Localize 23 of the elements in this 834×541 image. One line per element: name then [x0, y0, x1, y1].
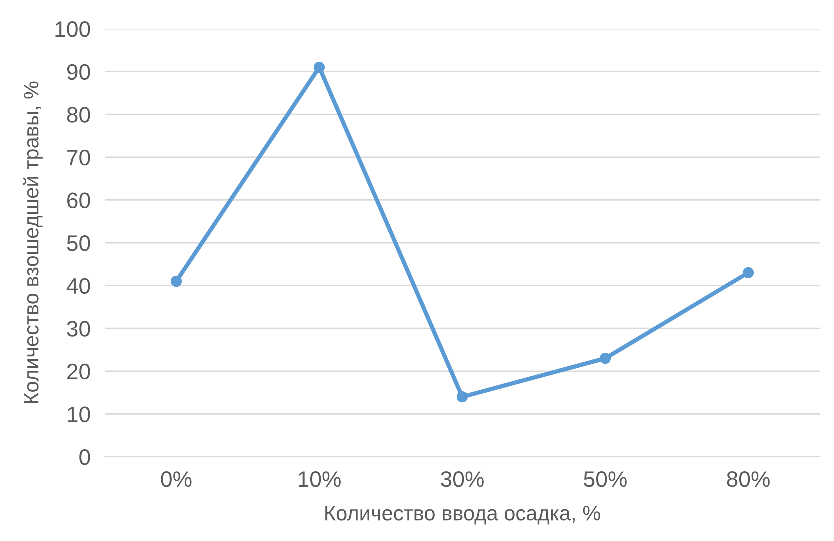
y-tick-label: 60	[68, 192, 90, 208]
point	[456, 392, 468, 403]
x-tick-label: 30%	[441, 471, 484, 488]
x-tick-label: 80%	[727, 471, 770, 488]
y-tick-label: 80	[67, 107, 90, 123]
point	[314, 62, 326, 74]
y-tick-label: 40	[66, 278, 90, 294]
point	[170, 276, 182, 288]
point	[742, 267, 754, 279]
y-tick-label: 10	[68, 406, 90, 422]
point	[600, 353, 612, 364]
y-axis-title: Количество взошедшей травы, %	[23, 82, 43, 404]
y-tick-label: 20	[68, 364, 90, 380]
y-tick-label: 70	[68, 150, 90, 166]
y-tick-label: 30	[67, 321, 90, 337]
x-tick-label: 10%	[298, 471, 341, 488]
y-tick-label: 100	[56, 22, 90, 38]
x-axis-title: Количество ввода осадка, %	[326, 506, 600, 525]
y-tick-label: 0	[80, 450, 90, 466]
x-tick-label: 0%	[161, 471, 192, 488]
y-tick-label: 50	[67, 236, 90, 252]
y-tick-label: 90	[67, 64, 90, 80]
x-tick-label: 50%	[584, 471, 627, 488]
